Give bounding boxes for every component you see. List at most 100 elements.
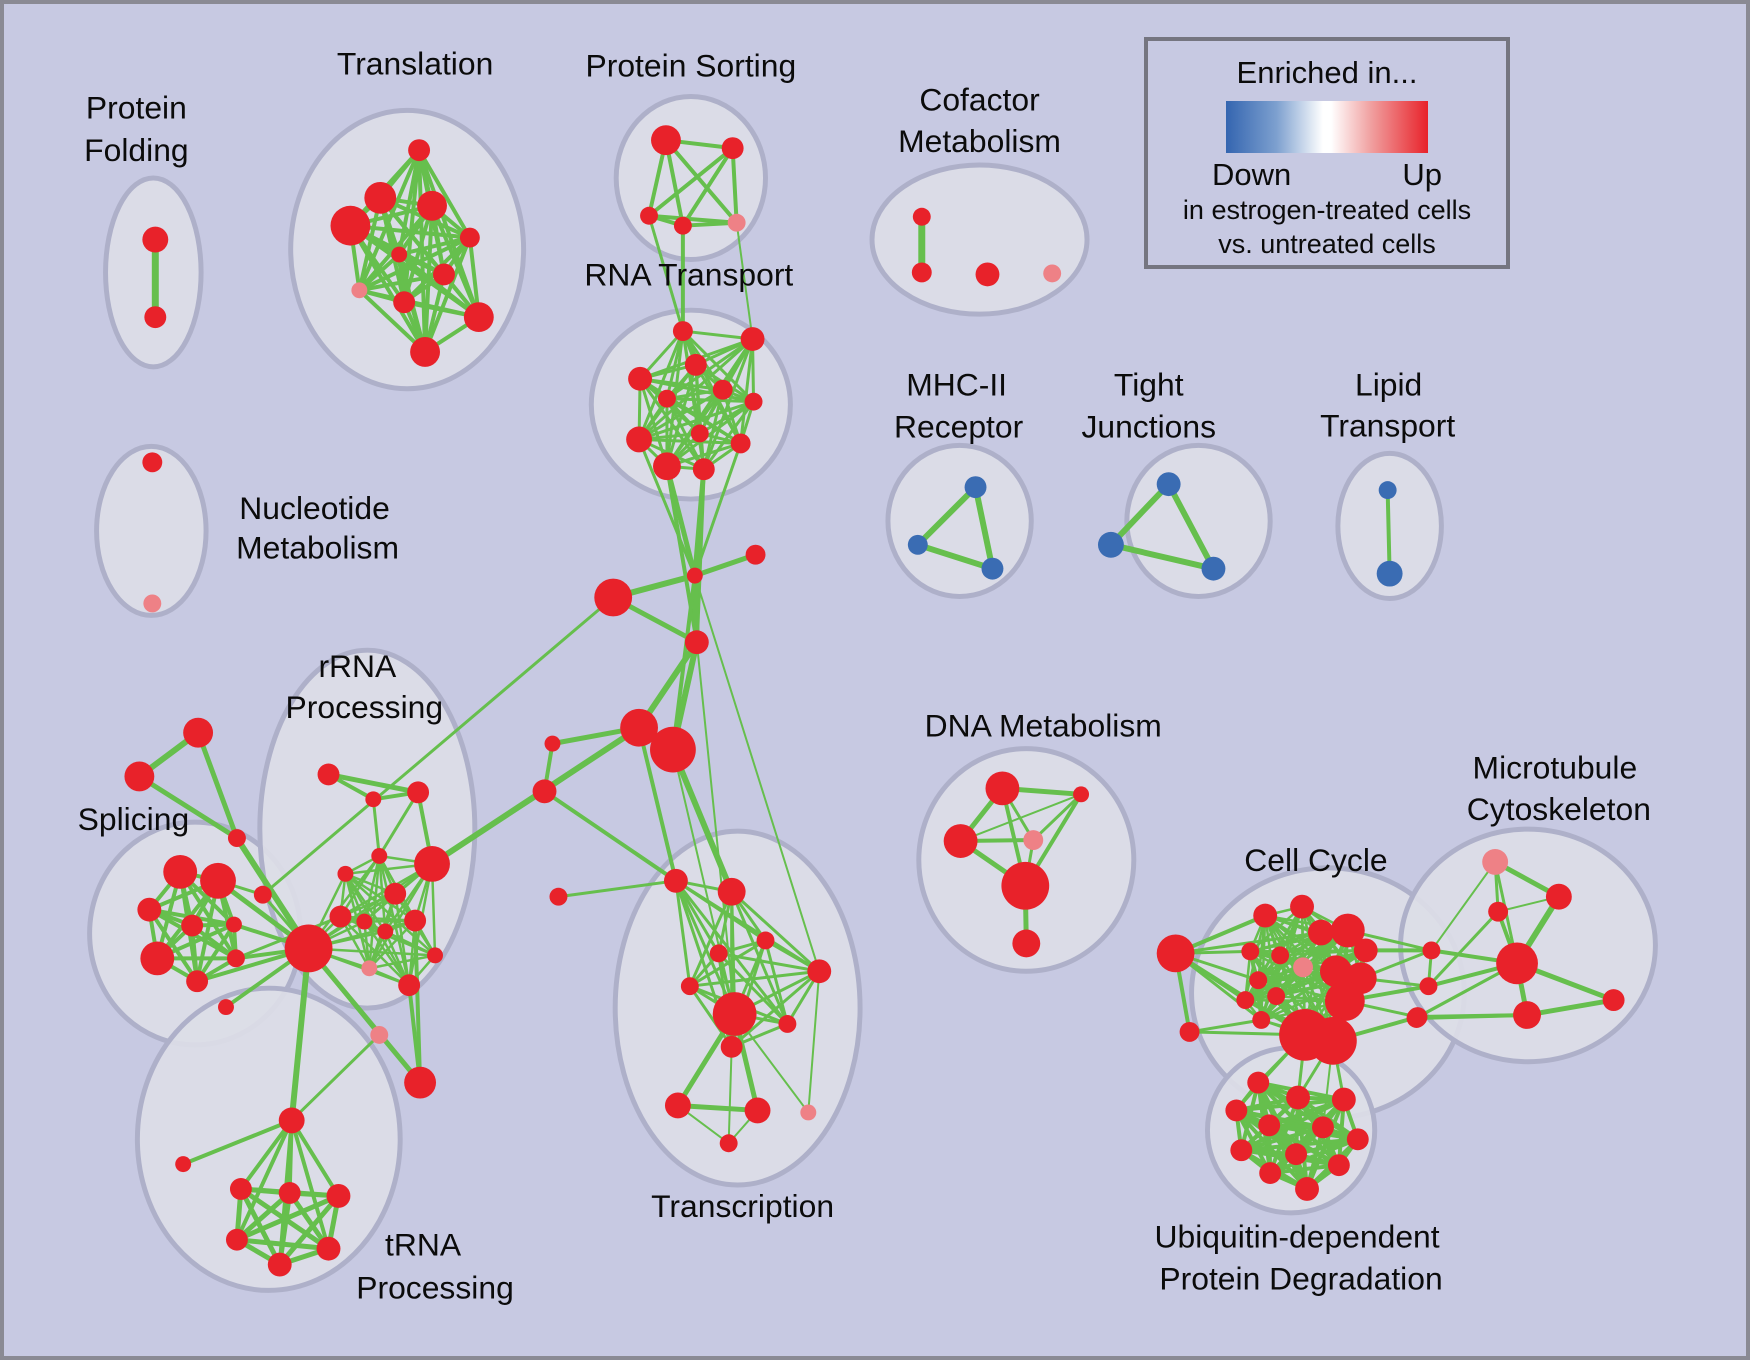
node-tc11[interactable] (744, 1097, 771, 1124)
node-cH[interactable] (532, 779, 557, 804)
node-cc3[interactable] (1308, 919, 1334, 946)
node-rt4[interactable] (628, 366, 653, 391)
node-tc4[interactable] (709, 944, 728, 963)
node-sp7[interactable] (186, 970, 209, 993)
node-dn5[interactable] (1001, 861, 1050, 910)
node-cI[interactable] (549, 887, 568, 906)
node-ccB2[interactable] (1309, 1017, 1357, 1065)
node-x1[interactable] (183, 717, 214, 748)
node-rt12[interactable] (692, 458, 715, 481)
node-cD[interactable] (684, 630, 709, 655)
node-cc1[interactable] (1253, 903, 1278, 928)
node-ccO[interactable] (1156, 934, 1195, 973)
node-x2[interactable] (124, 761, 155, 792)
node-sp2[interactable] (200, 862, 236, 899)
node-rt2[interactable] (740, 327, 765, 351)
node-ov1[interactable] (1422, 941, 1441, 960)
node-tc10[interactable] (664, 1092, 691, 1119)
node-ub6[interactable] (1311, 1116, 1334, 1139)
node-tc7[interactable] (712, 992, 757, 1036)
node-sp3[interactable] (137, 897, 162, 922)
node-nm2[interactable] (143, 594, 162, 613)
node-tr5[interactable] (459, 227, 480, 248)
node-cf4[interactable] (1043, 264, 1062, 283)
node-mt5[interactable] (1602, 989, 1625, 1012)
node-cF[interactable] (650, 726, 696, 773)
node-tc1[interactable] (663, 868, 688, 893)
node-tc6[interactable] (680, 977, 699, 996)
node-ps4[interactable] (673, 216, 692, 235)
node-ps3[interactable] (640, 206, 658, 225)
node-ub1[interactable] (1247, 1071, 1270, 1094)
node-rr15[interactable] (253, 885, 272, 904)
node-nm1[interactable] (142, 452, 163, 473)
node-tn3[interactable] (326, 1184, 351, 1208)
node-rr13[interactable] (398, 974, 421, 997)
node-rr1[interactable] (317, 763, 340, 786)
node-cc14[interactable] (1252, 1011, 1271, 1029)
node-x3[interactable] (227, 829, 246, 848)
node-ub12[interactable] (1295, 1177, 1319, 1201)
node-tn1[interactable] (229, 1178, 252, 1200)
node-tr9[interactable] (393, 291, 416, 314)
node-mt3[interactable] (1488, 901, 1509, 922)
node-tr3[interactable] (417, 190, 447, 221)
node-rrH[interactable] (284, 924, 333, 973)
node-cf2[interactable] (911, 262, 932, 283)
node-ps2[interactable] (721, 137, 744, 160)
node-cE[interactable] (620, 708, 658, 747)
node-cc13[interactable] (1236, 991, 1255, 1010)
node-rt9[interactable] (626, 426, 653, 453)
node-tn6[interactable] (267, 1252, 292, 1277)
node-cG[interactable] (544, 735, 561, 752)
node-cA[interactable] (594, 578, 633, 617)
node-tr11[interactable] (410, 337, 440, 367)
node-rt10[interactable] (730, 433, 751, 454)
node-ub11[interactable] (1259, 1162, 1282, 1185)
node-tj1[interactable] (1156, 472, 1181, 497)
node-sp6[interactable] (140, 941, 175, 976)
node-tr4[interactable] (330, 205, 371, 246)
node-cc2[interactable] (1290, 894, 1314, 919)
node-ub3[interactable] (1331, 1087, 1356, 1112)
node-mt1[interactable] (1482, 849, 1509, 875)
node-ub5[interactable] (1258, 1114, 1281, 1137)
node-tr6[interactable] (391, 246, 408, 263)
node-cc5[interactable] (1241, 942, 1260, 961)
node-tj2[interactable] (1097, 531, 1124, 558)
node-rt3[interactable] (684, 353, 707, 376)
node-tn7[interactable] (175, 1156, 192, 1173)
node-mh2[interactable] (907, 534, 928, 555)
node-tn2[interactable] (278, 1182, 301, 1204)
node-tnH[interactable] (278, 1107, 305, 1134)
node-ps5[interactable] (727, 213, 746, 232)
node-cf3[interactable] (975, 262, 1000, 287)
node-sp4[interactable] (181, 914, 204, 937)
node-cc8[interactable] (1249, 971, 1268, 990)
node-cc9[interactable] (1319, 955, 1352, 988)
node-rt5[interactable] (712, 379, 733, 400)
node-rr2[interactable] (365, 791, 382, 808)
node-mt2[interactable] (1545, 883, 1572, 910)
node-rt8[interactable] (690, 424, 709, 443)
node-ub2[interactable] (1286, 1085, 1311, 1110)
node-ub9[interactable] (1285, 1143, 1308, 1166)
node-rr8[interactable] (329, 905, 352, 928)
node-tr8[interactable] (351, 282, 368, 299)
node-rt6[interactable] (657, 389, 676, 408)
node-lt1[interactable] (1378, 481, 1397, 500)
node-mtB[interactable] (1496, 942, 1538, 985)
node-rr11[interactable] (404, 909, 427, 932)
node-dn3[interactable] (943, 824, 978, 858)
node-mh3[interactable] (981, 557, 1004, 580)
node-cc7[interactable] (1293, 957, 1313, 978)
node-sp5[interactable] (225, 916, 242, 933)
node-tr10[interactable] (463, 302, 494, 333)
node-pf1[interactable] (142, 226, 169, 253)
node-cc15[interactable] (1324, 981, 1365, 1021)
node-mh1[interactable] (964, 476, 987, 499)
node-rt11[interactable] (653, 452, 681, 481)
node-ps1[interactable] (651, 125, 681, 156)
node-rr9[interactable] (356, 913, 373, 930)
node-rr5[interactable] (414, 846, 450, 882)
